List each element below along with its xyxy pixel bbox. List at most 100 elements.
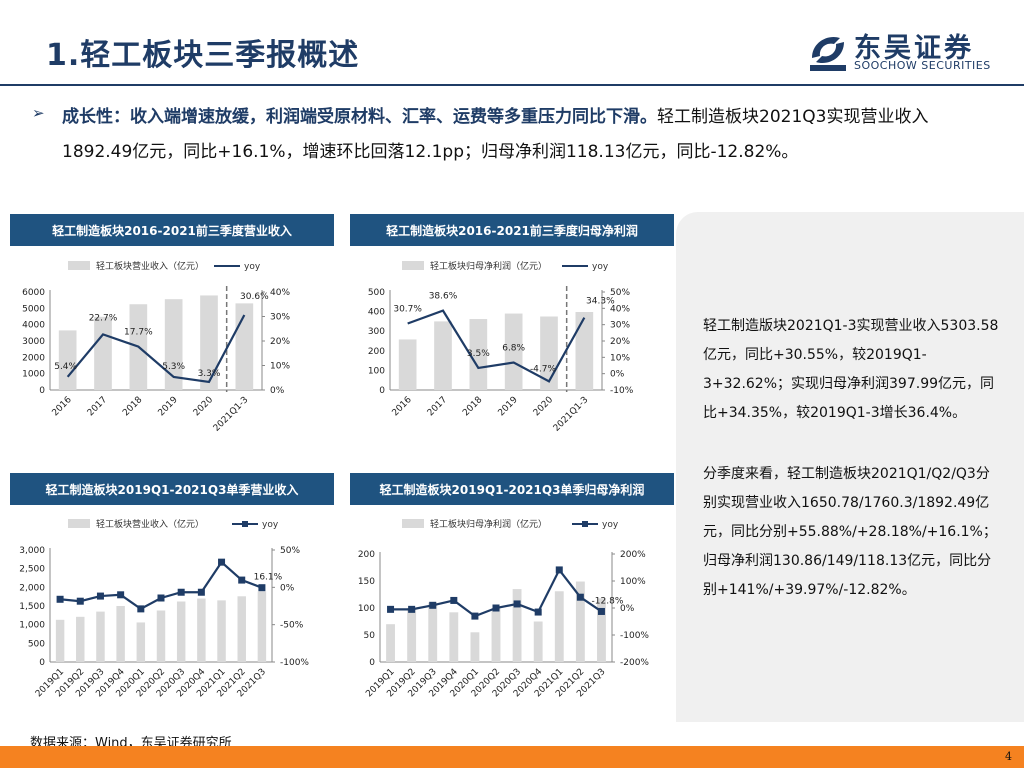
left-tick-label: 0 — [379, 386, 385, 396]
right-tick-label: 20% — [270, 337, 290, 347]
yoy-point-2020Q4 — [534, 608, 542, 616]
x-tick-label: 2019 — [497, 395, 520, 418]
yoy-data-label: 30.7% — [393, 305, 422, 315]
yoy-point-2019Q2 — [408, 605, 416, 613]
bar-2020Q2 — [156, 610, 166, 662]
yoy-point-2021Q1 — [555, 566, 563, 574]
yoy-point-2020Q2 — [492, 604, 500, 612]
yoy-point-2019Q2 — [76, 597, 84, 605]
left-tick-label: 200 — [358, 550, 375, 560]
legend-bar-label: 轻工板块营业收入（亿元） — [96, 518, 204, 530]
yoy-point-2020Q3 — [177, 588, 185, 596]
x-tick-label: 2020 — [532, 395, 555, 418]
left-tick-label: 0 — [369, 658, 375, 668]
yoy-data-label: -12.8% — [592, 596, 624, 606]
footer-bar — [0, 746, 1024, 768]
chart-3-title: 轻工制造板块2019Q1-2021Q3单季营业收入 — [10, 473, 334, 505]
x-tick-label: 2018 — [121, 395, 144, 418]
chart-annual-revenue: 轻工板块营业收入（亿元） yoy 0 1000 2000 3000 4000 5000 6000… — [22, 260, 290, 434]
right-tick-label: 10% — [610, 353, 630, 363]
left-tick-label: 400 — [368, 308, 385, 318]
bar-2017 — [434, 321, 452, 390]
bar-2021Q1 — [217, 600, 226, 662]
chart-2-title: 轻工制造板块2016-2021前三季度归母净利润 — [350, 214, 674, 246]
left-tick-label: 50 — [364, 631, 376, 641]
bar-2021Q1-3 — [575, 311, 594, 390]
yoy-point-2019Q3 — [96, 592, 104, 600]
yoy-point-2019Q1 — [56, 595, 64, 603]
yoy-point-2019Q1 — [387, 605, 395, 613]
side-note-2: 分季度来看，轻工制造板块2021Q1/Q2/Q3分别实现营业收入1650.78/… — [703, 466, 997, 598]
legend-line-label: yoy — [602, 520, 619, 530]
legend-bar-label: 轻工板块归母净利润（亿元） — [430, 260, 547, 272]
left-tick-label: 100 — [368, 366, 385, 376]
left-tick-label: 150 — [358, 577, 375, 587]
yoy-data-label: 5.3% — [162, 362, 185, 372]
side-note-1: 轻工制造版块2021Q1-3实现营业收入5303.58亿元，同比+30.55%，… — [703, 318, 999, 421]
left-tick-label: 5000 — [22, 304, 45, 314]
legend-bar-swatch — [402, 261, 424, 270]
right-tick-label: 20% — [610, 337, 630, 347]
right-tick-label: 0% — [270, 386, 285, 396]
yoy-point-2020Q1 — [137, 605, 145, 613]
left-tick-label: 100 — [358, 604, 375, 614]
legend-bar-swatch — [68, 519, 90, 528]
right-tick-label: 30% — [270, 313, 290, 323]
bar-2019Q3 — [96, 611, 105, 662]
yoy-point-2020Q2 — [157, 594, 165, 602]
yoy-point-2021Q3 — [597, 607, 605, 615]
left-tick-label: 500 — [28, 639, 45, 649]
yoy-point-2021Q2 — [576, 593, 584, 601]
yoy-point-2020Q3 — [513, 600, 521, 608]
right-tick-label: -100% — [620, 631, 649, 641]
left-tick-label: 3,000 — [19, 546, 45, 556]
yoy-data-label: 30.6% — [240, 292, 269, 302]
bar-2019 — [164, 299, 183, 390]
legend-bar-label: 轻工板块营业收入（亿元） — [96, 260, 204, 272]
bullet-arrow-icon: ➢ — [32, 104, 45, 122]
left-tick-label: 6000 — [22, 288, 45, 298]
yoy-data-label: 38.6% — [429, 292, 458, 302]
x-tick-label: 2017 — [86, 395, 109, 418]
x-tick-label: 2018 — [461, 395, 484, 418]
yoy-data-label: 3.3% — [198, 369, 221, 379]
side-note-panel — [676, 212, 1024, 722]
yoy-line — [59, 560, 263, 611]
left-tick-label: 0 — [39, 386, 45, 396]
right-tick-label: 40% — [270, 288, 290, 298]
x-tick-label: 2016 — [391, 395, 414, 418]
left-tick-label: 1000 — [22, 370, 45, 380]
right-tick-label: 30% — [610, 321, 630, 331]
bar-2020Q3 — [176, 601, 186, 662]
left-tick-label: 1,500 — [19, 602, 45, 612]
bar-2017 — [94, 316, 112, 390]
legend-bar-swatch — [68, 261, 90, 270]
page-title: 1.轻工板块三季报概述 — [46, 38, 360, 73]
legend-line-marker — [582, 521, 588, 527]
left-tick-label: 1,000 — [19, 621, 45, 631]
left-tick-label: 2000 — [22, 353, 45, 363]
right-tick-label: -50% — [280, 621, 304, 631]
yoy-point-2019Q4 — [117, 591, 125, 599]
bar-2019Q2 — [407, 608, 417, 662]
yoy-line — [407, 309, 586, 383]
legend-line-label: yoy — [262, 520, 279, 530]
summary-highlight: 成长性：收入端增速放缓，利润端受原材料、汇率、运费等多重压力同比下滑。 — [62, 107, 657, 127]
right-tick-label: -200% — [620, 658, 649, 668]
legend-bar-swatch — [402, 519, 424, 528]
bar-2018 — [469, 319, 488, 390]
chart-1-title: 轻工制造板块2016-2021前三季度营业收入 — [10, 214, 334, 246]
yoy-point-2021Q3 — [258, 584, 266, 592]
legend-bar-label: 轻工板块归母净利润（亿元） — [430, 518, 547, 530]
right-tick-label: -100% — [280, 658, 309, 668]
bar-2021Q2 — [575, 581, 585, 662]
yoy-point-2021Q2 — [238, 576, 246, 584]
chart-quarterly-net-profit: 轻工板块归母净利润（亿元） yoy 0 50 100 150 200 -200% -100% 0%… — [358, 518, 650, 699]
bar-2021Q3 — [597, 598, 606, 662]
logo-english-name: SOOCHOW SECURITIES — [854, 59, 991, 72]
left-tick-label: 2,500 — [19, 565, 45, 575]
yoy-point-2019Q3 — [429, 601, 437, 609]
left-tick-label: 300 — [368, 327, 385, 337]
yoy-data-label: 17.7% — [124, 328, 153, 338]
chart-quarterly-revenue: 轻工板块营业收入（亿元） yoy 0 500 1,000 1,500 2,000 2,500 3… — [19, 518, 309, 699]
